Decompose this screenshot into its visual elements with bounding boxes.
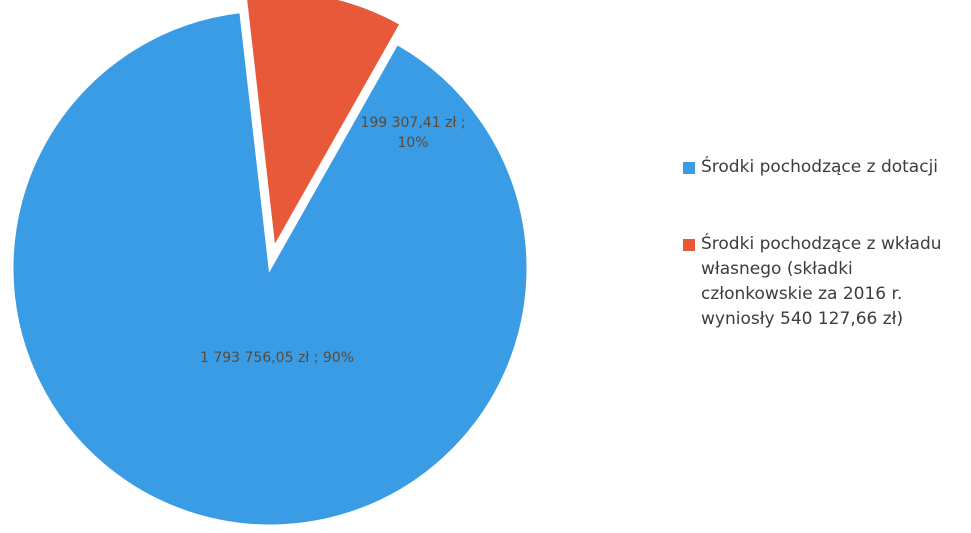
legend-label-dotacje: Środki pochodzące z dotacji [701,157,939,177]
legend-item-dotacje: Środki pochodzące z dotacji [683,155,968,180]
data-label-wklad-wlasny-line-2: 10% [397,135,428,151]
legend-swatch-wklad-wlasny [683,239,695,251]
legend-item-wklad-wlasny: Środki pochodzące z wkładu własnego (skł… [683,232,968,332]
data-label-wklad-wlasny-line-1: 199 307,41 zł ; [360,115,465,131]
pie-slice-wklad-wlasny [244,0,404,254]
legend-label-wklad-wlasny: Środki pochodzące z wkładu własnego (skł… [701,234,942,329]
pie-slice-dotacje [10,9,530,528]
legend-swatch-dotacje [683,162,695,174]
data-label-dotacje: 1 793 756,05 zł ; 90% [200,350,354,366]
legend: Środki pochodzące z dotacji Środki pocho… [683,155,968,332]
pie-chart: 1 793 756,05 zł ; 90% 199 307,41 zł ; 10% [10,0,530,528]
